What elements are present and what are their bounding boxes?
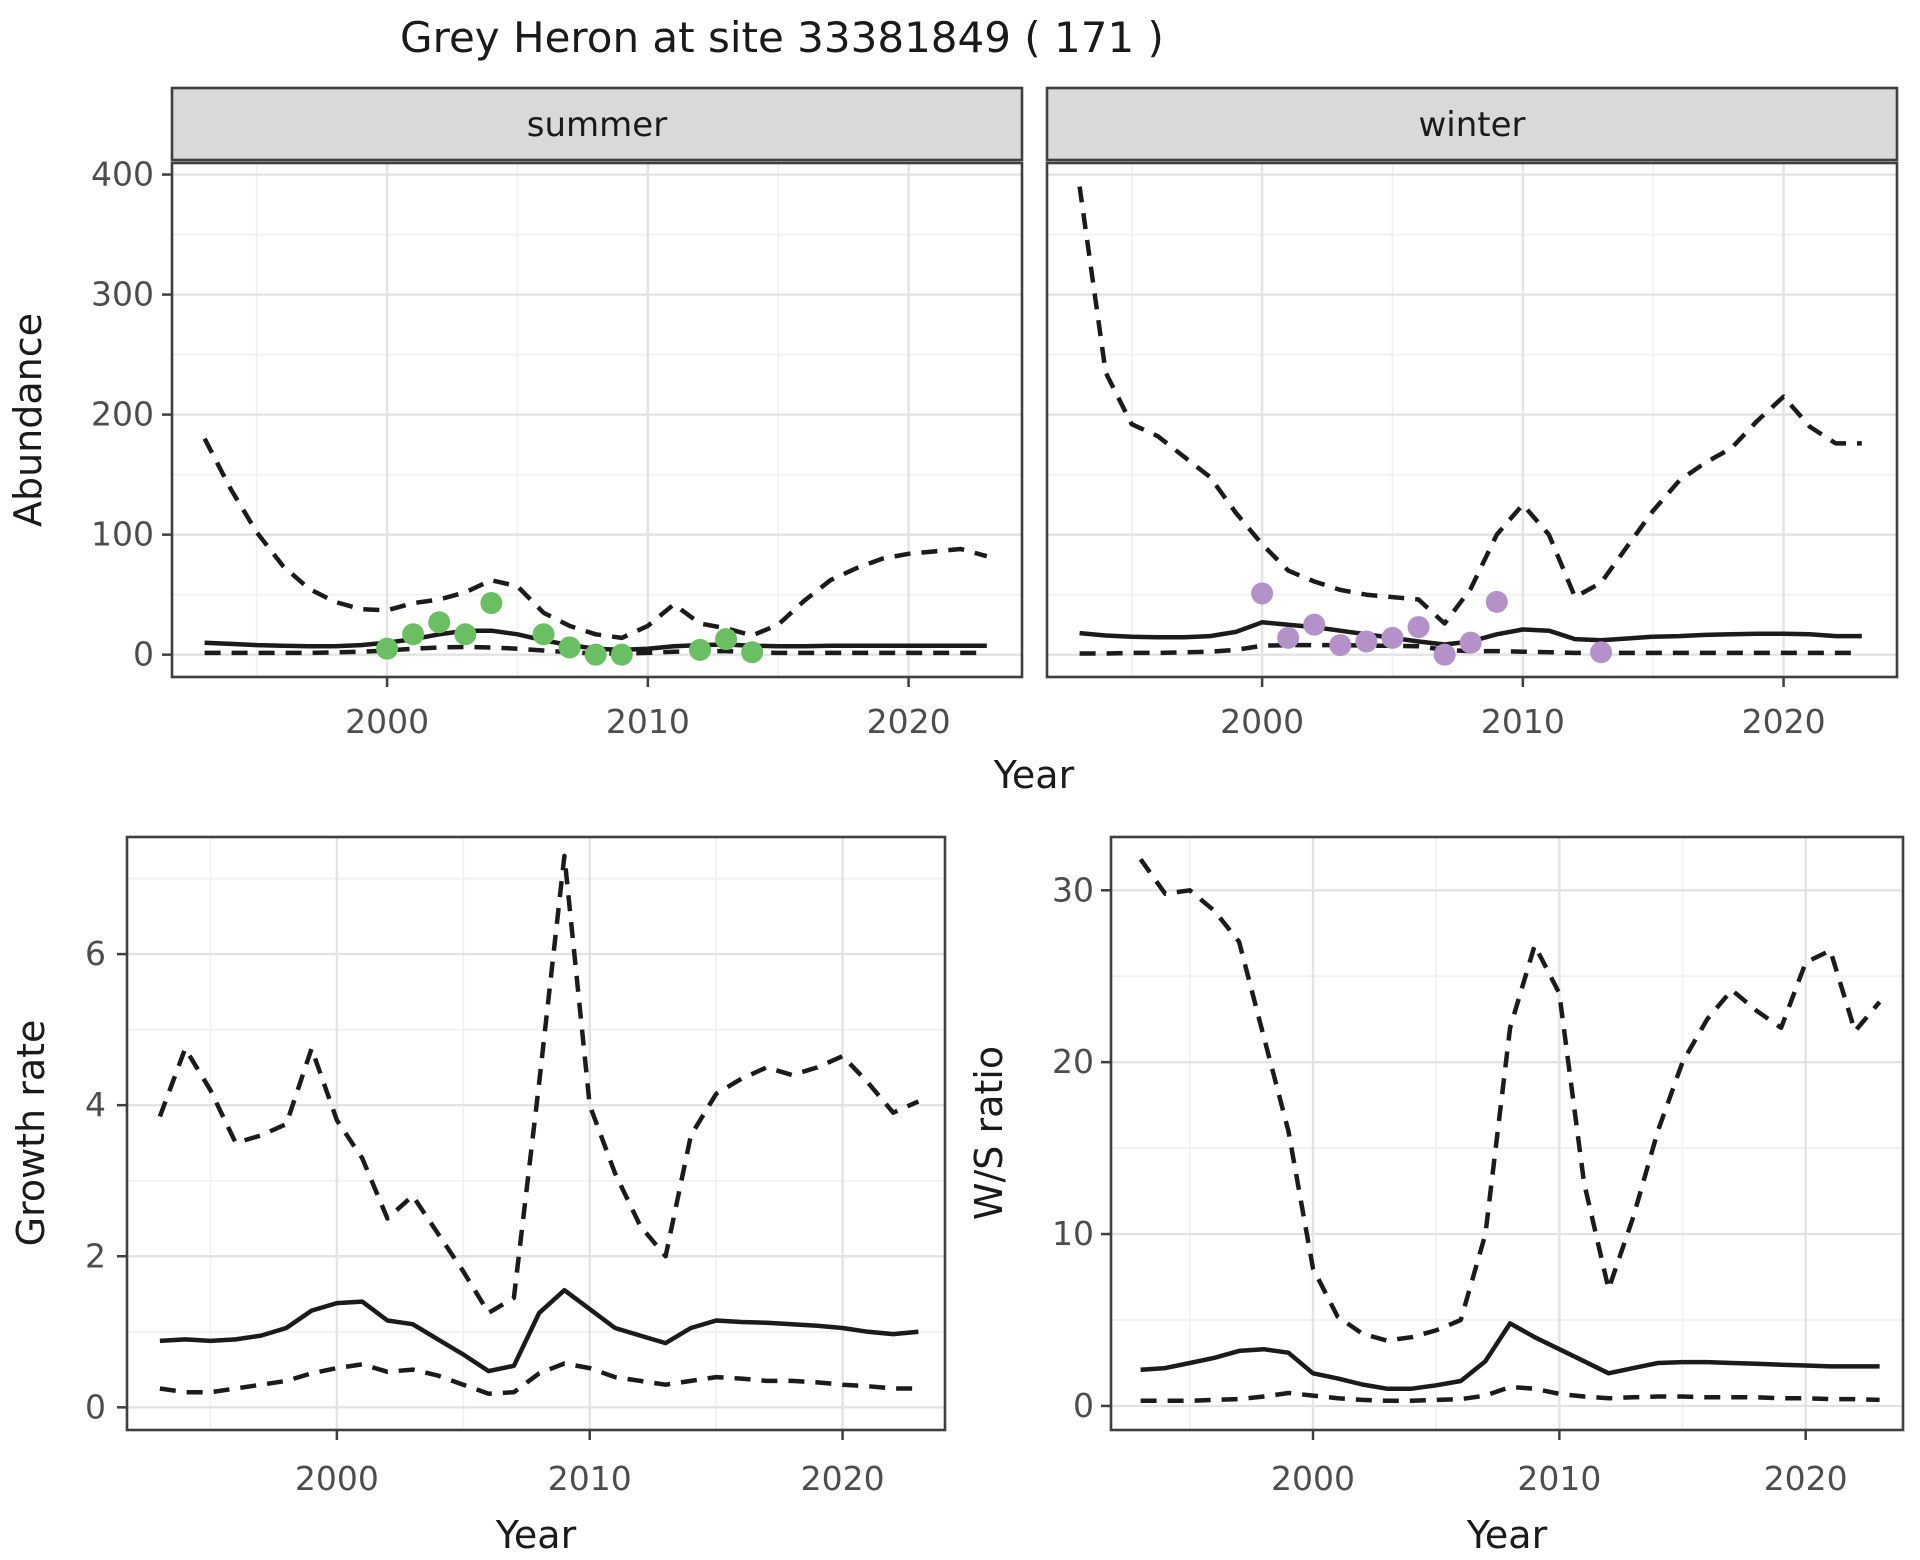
winter-observed-point (1355, 630, 1378, 653)
summer-observed-point (428, 611, 451, 634)
facet-strip (170, 86, 1024, 162)
winter-observed-point (1590, 641, 1613, 664)
panel-border (170, 161, 1024, 679)
summer-observed-point (558, 636, 581, 659)
x-tick-label: 2020 (1764, 1459, 1848, 1498)
panel-border (1045, 161, 1899, 679)
facet-strip-label: summer (527, 105, 667, 145)
x-tick-label: 2010 (606, 702, 690, 741)
x-tick-label: 2000 (1220, 702, 1304, 741)
y-tick-label: 100 (91, 515, 154, 554)
panel-border (125, 835, 947, 1432)
y-tick-label: 2 (85, 1236, 106, 1275)
y-tick-label: 0 (85, 1387, 106, 1426)
x-tick-label: 2020 (867, 702, 951, 741)
y-tick-label: 0 (1073, 1386, 1094, 1425)
winter-observed-point (1485, 590, 1508, 613)
panel-background (1047, 163, 1897, 677)
y-tick-label: 200 (91, 395, 154, 434)
summer-observed-point (454, 623, 477, 646)
panel-border (1109, 835, 1905, 1432)
x-tick-label: 2000 (345, 702, 429, 741)
panel-background (1111, 837, 1903, 1430)
panel-background (172, 163, 1022, 677)
summer-observed-point (610, 643, 633, 666)
abundance-x-axis-title: Year (993, 753, 1075, 797)
y-tick-label: 300 (91, 275, 154, 314)
summer-observed-point (584, 643, 607, 666)
growth_rate-x-axis-title: Year (495, 1513, 577, 1557)
winter-observed-point (1277, 626, 1300, 649)
y-tick-label: 6 (85, 934, 106, 973)
x-tick-label: 2020 (801, 1459, 885, 1498)
y-tick-label: 20 (1052, 1042, 1094, 1081)
x-tick-label: 2010 (1517, 1459, 1601, 1498)
x-tick-label: 2010 (1481, 702, 1565, 741)
y-tick-label: 400 (91, 155, 154, 194)
winter-observed-point (1329, 634, 1352, 657)
ws_ratio-upper-ci-line (1138, 857, 1882, 1343)
winter-observed-point (1407, 616, 1430, 639)
growth_rate-median-fit-line (159, 1287, 919, 1374)
ws_ratio-x-axis-title: Year (1466, 1513, 1548, 1557)
growth_rate-lower-ci-line (159, 1361, 919, 1396)
winter-upper-ci-line (1077, 186, 1862, 626)
x-tick-label: 2020 (1742, 702, 1826, 741)
summer-observed-point (532, 623, 555, 646)
summer-observed-point (741, 641, 764, 664)
facet-strip (1045, 86, 1899, 162)
y-tick-label: 0 (133, 635, 154, 674)
summer-observed-point (688, 638, 711, 661)
winter-observed-point (1251, 582, 1274, 605)
winter-panel: winter 2000 2010 2020 (1045, 86, 1899, 741)
ws_ratio-y-axis-title: W/S ratio (967, 1046, 1011, 1220)
x-tick-label: 2000 (1271, 1459, 1355, 1498)
summer-observed-point (376, 637, 399, 660)
figure-title: Grey Heron at site 33381849 ( 171 ) (400, 13, 1164, 62)
winter-observed-point (1381, 626, 1404, 649)
growth_rate-upper-ci-line (157, 853, 920, 1316)
ws_ratio-median-fit-line (1140, 1321, 1880, 1391)
y-tick-label: 30 (1052, 870, 1094, 909)
abundance-y-axis-title: Abundance (6, 313, 50, 527)
facet-strip-label: winter (1418, 105, 1525, 145)
y-tick-label: 10 (1052, 1214, 1094, 1253)
panel-background (127, 837, 945, 1430)
ws_ratio-panel: 2000 2010 2020 0 10 20 30 (1052, 835, 1905, 1498)
growth_rate-y-axis-title: Growth rate (9, 1020, 53, 1247)
growth_rate-panel: 2000 2010 2020 0 2 4 6 (85, 835, 947, 1498)
summer-observed-point (480, 592, 503, 615)
winter-observed-point (1459, 631, 1482, 654)
summer-panel: summer 2000 2010 2020 0 100 200 300 400 (91, 86, 1024, 741)
summer-observed-point (402, 623, 425, 646)
ws_ratio-lower-ci-line (1140, 1384, 1880, 1404)
winter-observed-point (1303, 613, 1326, 636)
x-tick-label: 2000 (295, 1459, 379, 1498)
x-tick-label: 2010 (548, 1459, 632, 1498)
y-tick-label: 4 (85, 1085, 106, 1124)
summer-observed-point (715, 628, 738, 651)
winter-observed-point (1433, 643, 1456, 666)
summer-upper-ci-line (202, 437, 988, 641)
